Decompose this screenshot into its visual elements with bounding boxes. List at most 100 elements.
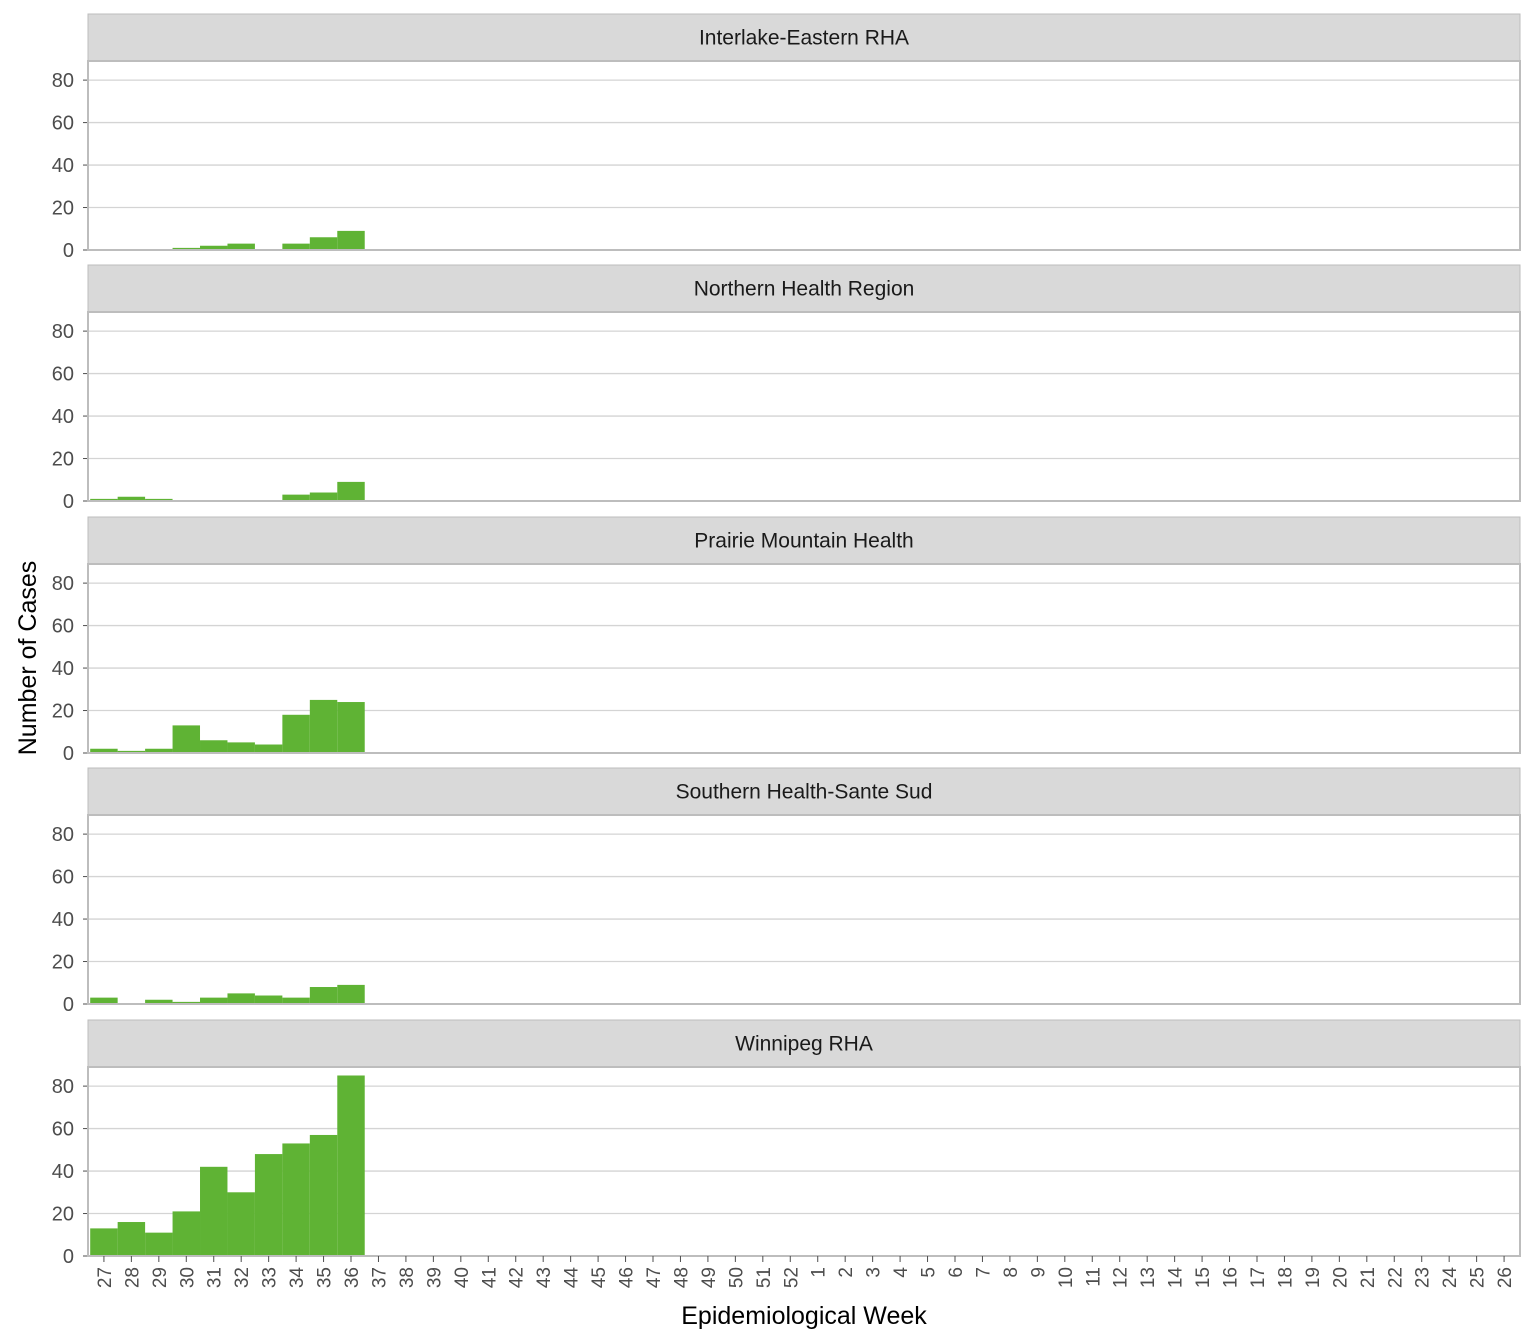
y-tick-label: 60 bbox=[52, 113, 74, 135]
panel-0: Interlake-Eastern RHA 0 20 40 60 80 bbox=[52, 13, 1521, 262]
y-tick-label: 80 bbox=[52, 573, 74, 595]
x-tick-label: 27 bbox=[95, 1267, 116, 1288]
panel-strip bbox=[87, 516, 1521, 565]
bar bbox=[117, 1222, 146, 1256]
x-tick-label: 15 bbox=[1193, 1267, 1214, 1288]
bar bbox=[227, 742, 255, 753]
bar bbox=[309, 699, 338, 753]
y-tick-label: 40 bbox=[52, 155, 74, 177]
x-tick-label: 38 bbox=[397, 1267, 418, 1288]
y-tick-label: 60 bbox=[52, 867, 74, 889]
x-tick-label: 40 bbox=[452, 1267, 473, 1288]
x-tick-label: 49 bbox=[699, 1267, 720, 1288]
x-tick-label: 14 bbox=[1166, 1267, 1187, 1289]
x-tick-label: 28 bbox=[122, 1267, 143, 1288]
panel-title: Winnipeg RHA bbox=[735, 1033, 873, 1056]
bar bbox=[282, 997, 310, 1004]
panel-2: Prairie Mountain Health 0 20 40 60 80 bbox=[52, 516, 1521, 765]
panel-title: Prairie Mountain Health bbox=[694, 530, 913, 553]
panels-layer: Interlake-Eastern RHA 0 20 40 60 80 Northern H… bbox=[52, 13, 1521, 1268]
x-tick-label: 25 bbox=[1468, 1267, 1489, 1288]
y-axis-title: Number of Cases bbox=[14, 561, 42, 756]
bar bbox=[254, 995, 283, 1004]
bar bbox=[172, 1001, 201, 1004]
x-tick-label: 50 bbox=[726, 1267, 747, 1288]
x-tick-label: 26 bbox=[1495, 1267, 1516, 1288]
panel-3: Southern Health-Sante Sud 0 20 40 60 80 bbox=[52, 767, 1521, 1016]
bar bbox=[309, 237, 338, 250]
bar bbox=[227, 1192, 255, 1256]
x-tick-label: 2 bbox=[836, 1267, 857, 1278]
y-tick-label: 0 bbox=[63, 1246, 74, 1268]
x-tick-label: 18 bbox=[1275, 1267, 1296, 1288]
bar bbox=[309, 492, 338, 501]
x-tick-label: 8 bbox=[1001, 1267, 1022, 1278]
x-tick-label: 11 bbox=[1083, 1267, 1104, 1287]
x-tick-label: 3 bbox=[864, 1267, 885, 1278]
bar bbox=[227, 993, 255, 1004]
x-tick-label: 47 bbox=[644, 1267, 665, 1288]
y-tick-label: 20 bbox=[52, 701, 74, 723]
y-tick-label: 20 bbox=[52, 1204, 74, 1226]
x-tick-label: 23 bbox=[1413, 1267, 1434, 1288]
x-tick-label: 42 bbox=[507, 1267, 528, 1288]
bar bbox=[309, 987, 338, 1004]
y-tick-label: 0 bbox=[63, 743, 74, 765]
bar bbox=[254, 1154, 283, 1256]
bar bbox=[172, 725, 201, 753]
bar bbox=[172, 1211, 201, 1256]
bar bbox=[309, 1134, 338, 1256]
bar bbox=[200, 740, 228, 753]
x-tick-label: 5 bbox=[919, 1267, 940, 1278]
x-tick-label: 1 bbox=[809, 1267, 830, 1278]
x-tick-label: 41 bbox=[479, 1267, 500, 1288]
panel-1: Northern Health Region 0 20 40 60 80 bbox=[52, 264, 1521, 513]
bar bbox=[172, 247, 201, 250]
bar bbox=[145, 498, 173, 501]
panel-title: Interlake-Eastern RHA bbox=[699, 27, 909, 50]
x-tick-label: 52 bbox=[781, 1267, 802, 1288]
y-tick-label: 60 bbox=[52, 1119, 74, 1141]
bar bbox=[145, 748, 173, 753]
y-tick-label: 40 bbox=[52, 658, 74, 680]
x-tick-label: 33 bbox=[260, 1267, 281, 1288]
panel-border bbox=[87, 814, 1521, 1005]
x-tick-label: 48 bbox=[671, 1267, 692, 1288]
bar bbox=[337, 1075, 365, 1256]
x-tick-label: 24 bbox=[1440, 1267, 1461, 1289]
x-tick-label: 43 bbox=[534, 1267, 555, 1288]
y-tick-label: 0 bbox=[63, 994, 74, 1016]
x-axis: 27 28 29 30 31 32 33 34 35 36 37 38 39 40 41 42 43 44 45 46… bbox=[95, 1256, 1516, 1288]
x-tick-label: 29 bbox=[150, 1267, 171, 1288]
x-tick-label: 7 bbox=[973, 1267, 994, 1278]
x-tick-label: 13 bbox=[1138, 1267, 1159, 1288]
x-tick-label: 17 bbox=[1248, 1267, 1269, 1288]
x-tick-label: 10 bbox=[1056, 1267, 1077, 1288]
x-tick-label: 6 bbox=[946, 1267, 967, 1278]
bar bbox=[337, 481, 365, 501]
y-tick-label: 40 bbox=[52, 406, 74, 428]
y-tick-label: 60 bbox=[52, 364, 74, 386]
bar bbox=[90, 498, 118, 501]
x-tick-label: 46 bbox=[617, 1267, 638, 1288]
x-tick-label: 9 bbox=[1028, 1267, 1049, 1278]
bar bbox=[282, 494, 310, 501]
y-tick-label: 80 bbox=[52, 70, 74, 92]
bar bbox=[200, 245, 228, 250]
x-tick-label: 12 bbox=[1111, 1267, 1132, 1288]
bar bbox=[117, 750, 146, 753]
x-tick-label: 45 bbox=[589, 1267, 610, 1288]
y-tick-label: 20 bbox=[52, 198, 74, 220]
x-tick-label: 32 bbox=[232, 1267, 253, 1288]
bar bbox=[337, 702, 365, 753]
bar bbox=[117, 496, 146, 501]
y-tick-label: 60 bbox=[52, 616, 74, 638]
y-tick-label: 20 bbox=[52, 952, 74, 974]
panel-title: Northern Health Region bbox=[694, 278, 915, 301]
x-tick-label: 20 bbox=[1330, 1267, 1351, 1288]
bar bbox=[145, 999, 173, 1004]
x-tick-label: 30 bbox=[177, 1267, 198, 1288]
bar bbox=[90, 997, 118, 1004]
bar bbox=[337, 984, 365, 1004]
panel-title: Southern Health-Sante Sud bbox=[676, 781, 933, 804]
